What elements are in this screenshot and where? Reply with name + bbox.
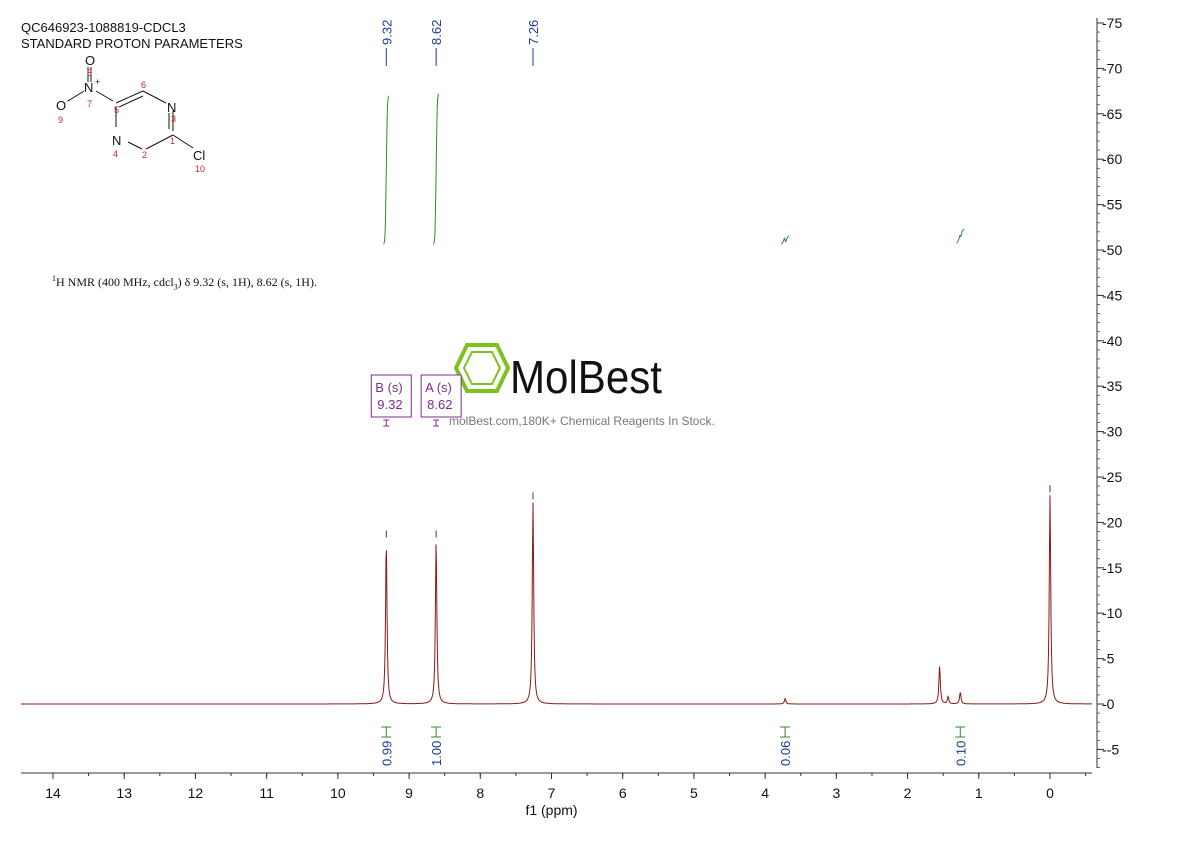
integral-curve xyxy=(780,235,790,245)
x-tick-label: 9 xyxy=(405,785,413,801)
x-tick-label: 14 xyxy=(45,785,61,801)
atom-number-5: 5 xyxy=(114,105,119,115)
y-tick-label: -20 xyxy=(1102,514,1122,530)
y-tick-label: -75 xyxy=(1102,15,1122,31)
atom-o8: O xyxy=(85,55,95,68)
molbest-logo-icon xyxy=(453,343,511,393)
y-tick-label: -35 xyxy=(1102,378,1122,394)
atom-number-7: 7 xyxy=(87,99,92,109)
integral-value: 1.00 xyxy=(429,741,444,766)
charge-minus: - xyxy=(67,95,70,105)
x-tick-label: 6 xyxy=(619,785,627,801)
x-tick-label: 1 xyxy=(975,785,983,801)
atom-cl10: Cl xyxy=(193,148,205,163)
y-tick-label: -45 xyxy=(1102,287,1122,303)
integral-curve xyxy=(382,95,390,245)
x-tick-label: 10 xyxy=(330,785,346,801)
atom-n7: N xyxy=(84,80,93,95)
atom-number-6: 6 xyxy=(141,80,146,90)
y-tick-label: -30 xyxy=(1102,424,1122,440)
atom-n3: N xyxy=(167,100,176,115)
x-tick-label: 12 xyxy=(188,785,204,801)
y-tick-label: -25 xyxy=(1102,469,1122,485)
x-tick-label: 4 xyxy=(761,785,769,801)
x-tick-label: 5 xyxy=(690,785,698,801)
integral-value: 0.06 xyxy=(778,741,793,766)
integral-curve xyxy=(956,228,965,244)
x-tick-label: 3 xyxy=(832,785,840,801)
multiplet-label: B (s) xyxy=(375,380,402,395)
atom-n4: N xyxy=(112,133,121,148)
atom-number-1: 1 xyxy=(170,136,175,146)
sample-id: QC646923-1088819-CDCL3 xyxy=(21,20,186,35)
peak-label: 8.62 xyxy=(429,20,444,45)
spectrum-trace xyxy=(21,495,1092,705)
y-tick-label: -0 xyxy=(1102,696,1115,712)
watermark-site-text: molBest.com,180K+ Chemical Reagents In S… xyxy=(449,414,715,428)
nmr-summary-prefix: H NMR (400 MHz, cdcl xyxy=(56,275,174,289)
y-tick-label: -60 xyxy=(1102,151,1122,167)
x-tick-label: 11 xyxy=(259,785,274,801)
nmr-summary-subscript: 3 xyxy=(173,282,178,292)
atom-number-10: 10 xyxy=(195,164,205,174)
multiplet-shift: 9.32 xyxy=(377,397,402,412)
y-tick-label: --5 xyxy=(1102,741,1119,757)
atom-number-9: 9 xyxy=(58,115,63,125)
atom-number-2: 2 xyxy=(142,150,147,160)
multiplet-box xyxy=(370,374,412,418)
parameter-set: STANDARD PROTON PARAMETERS xyxy=(21,36,243,51)
nucleus-mass: 1 xyxy=(52,274,56,283)
atom-number-4: 4 xyxy=(113,149,118,159)
x-axis-label: f1 (ppm) xyxy=(525,802,577,818)
molecule-structure: O N + O - N N Cl 8 7 9 5 6 3 4 2 1 10 xyxy=(56,55,205,174)
multiplet-label: A (s) xyxy=(425,380,452,395)
y-tick-label: -65 xyxy=(1102,106,1122,122)
x-tick-label: 2 xyxy=(904,785,912,801)
peak-label: 9.32 xyxy=(379,20,394,45)
integral-value: 0.99 xyxy=(379,741,394,766)
nmr-summary: 1H NMR (400 MHz, cdcl3) δ 9.32 (s, 1H), … xyxy=(52,274,317,291)
integral-curve xyxy=(432,93,440,245)
nmr-summary-suffix: ) δ 9.32 (s, 1H), 8.62 (s, 1H). xyxy=(177,275,317,289)
x-tick-label: 0 xyxy=(1046,785,1054,801)
y-tick-label: -40 xyxy=(1102,333,1122,349)
multiplet-shift: 8.62 xyxy=(427,397,452,412)
x-tick-label: 8 xyxy=(476,785,484,801)
y-tick-label: -50 xyxy=(1102,242,1122,258)
integral-value: 0.10 xyxy=(953,741,968,766)
peak-label: 7.26 xyxy=(526,20,541,45)
watermark-brand: MolBest xyxy=(510,351,662,403)
atom-number-8: 8 xyxy=(87,68,92,78)
atom-o9: O xyxy=(56,98,66,113)
spectrum-header: QC646923-1088819-CDCL3 STANDARD PROTON P… xyxy=(21,20,243,52)
x-tick-label: 13 xyxy=(116,785,132,801)
y-tick-label: -55 xyxy=(1102,197,1122,213)
atom-number-3: 3 xyxy=(171,114,176,124)
x-tick-label: 7 xyxy=(548,785,556,801)
charge-plus: + xyxy=(95,77,100,87)
multiplet-box xyxy=(420,374,462,418)
y-tick-label: -5 xyxy=(1102,651,1115,667)
y-tick-label: -15 xyxy=(1102,560,1122,576)
y-tick-label: -70 xyxy=(1102,60,1122,76)
y-tick-label: -10 xyxy=(1102,605,1122,621)
